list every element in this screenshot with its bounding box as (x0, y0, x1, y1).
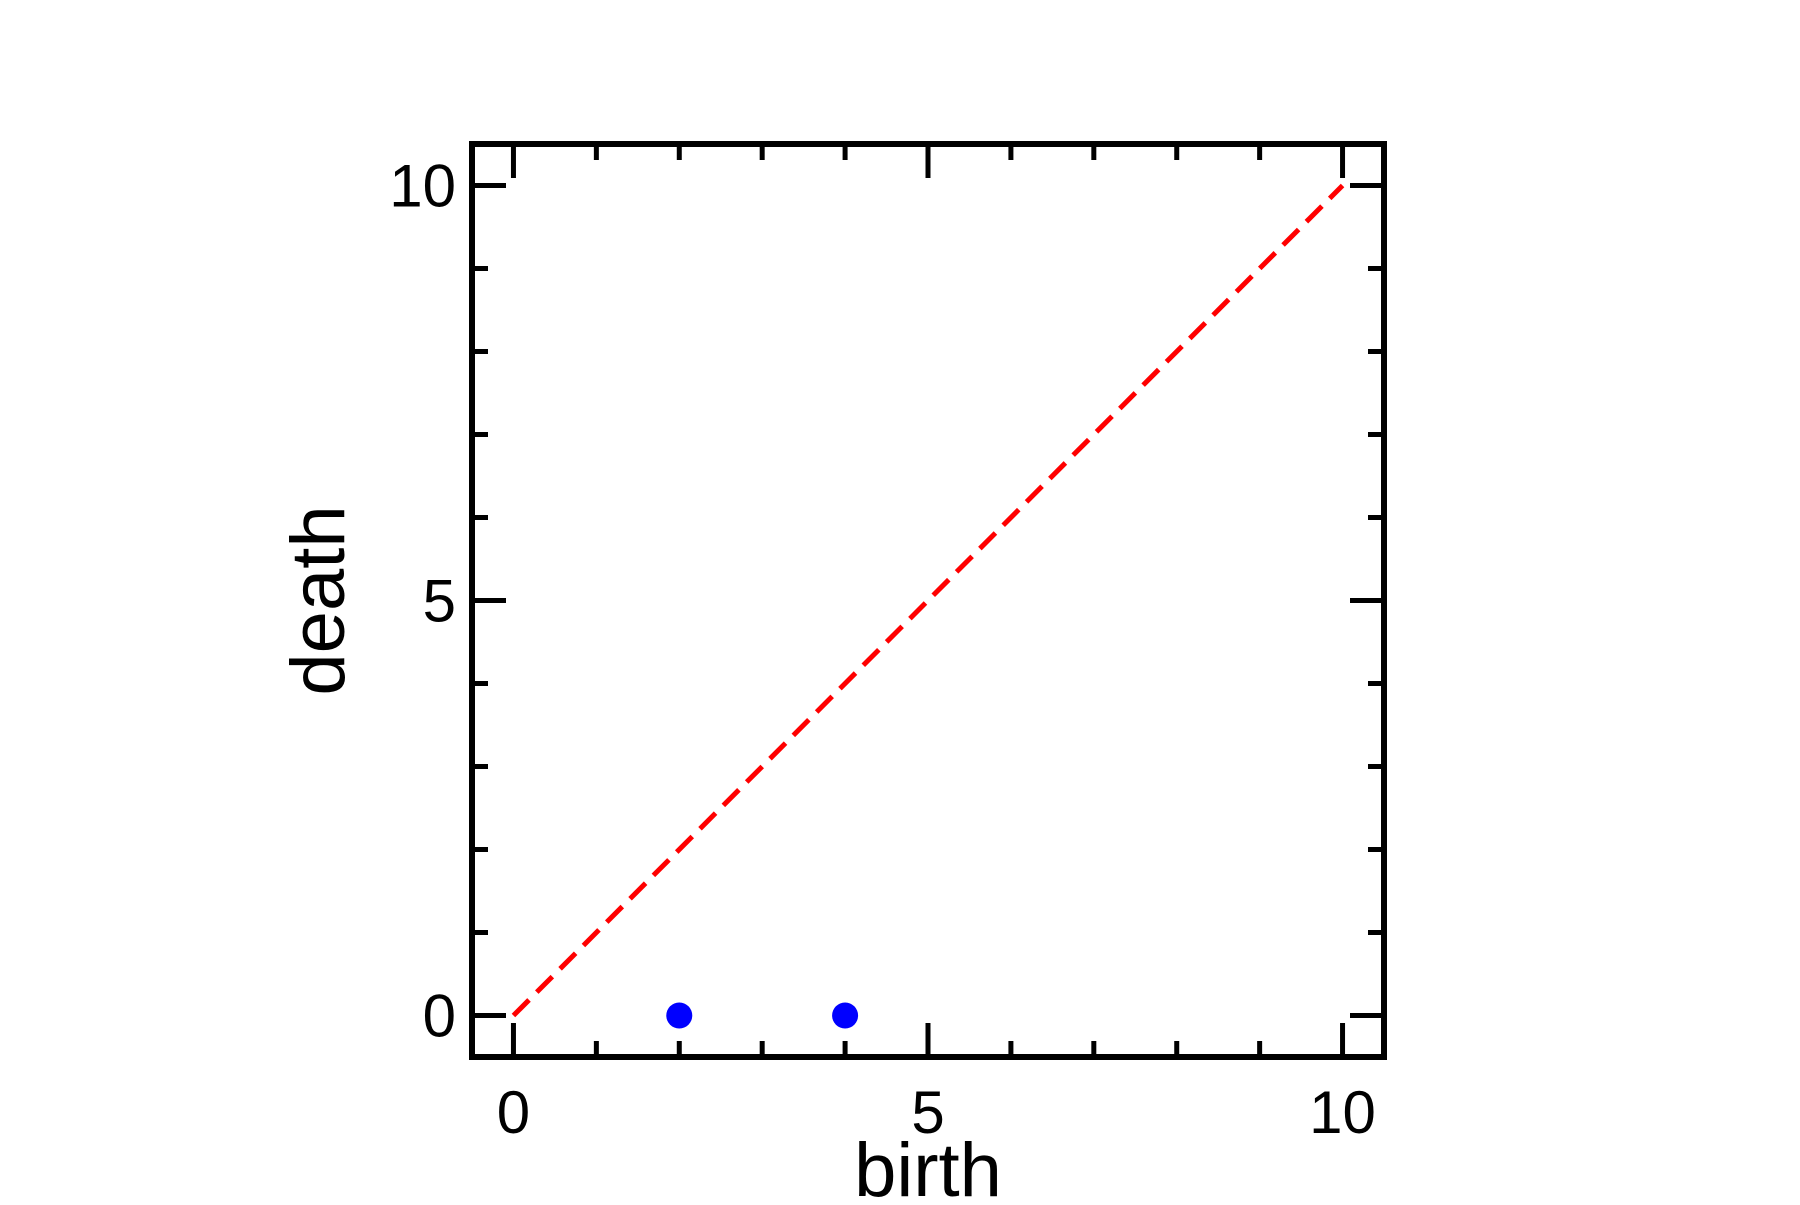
y-tick-label: 0 (423, 983, 456, 1050)
y-tick-label: 5 (423, 568, 456, 635)
data-point (832, 1002, 859, 1029)
x-tick-label: 5 (911, 1079, 944, 1146)
labels-layer: birth death (276, 505, 1002, 1205)
marks-layer (511, 183, 1345, 1029)
ticks-layer: 0 5 10 0 5 10 (389, 144, 1384, 1146)
y-axis-label: death (276, 505, 361, 695)
y-tick-label: 10 (389, 153, 456, 220)
x-tick-label: 10 (1309, 1079, 1376, 1146)
data-point (666, 1002, 693, 1029)
x-tick-label: 0 (497, 1079, 530, 1146)
diagonal-reference-line (511, 183, 1345, 1018)
x-axis-label: birth (854, 1128, 1002, 1200)
